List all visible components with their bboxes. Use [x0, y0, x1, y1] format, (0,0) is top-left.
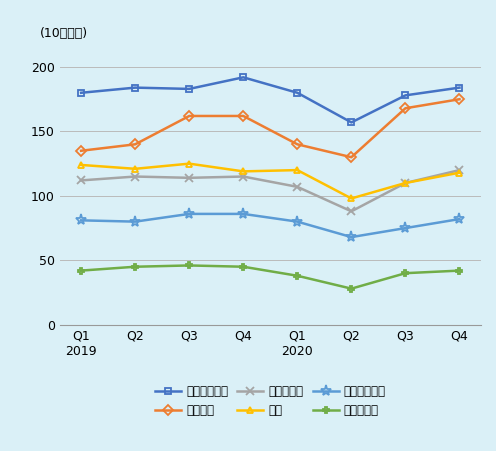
タイ [186, 161, 192, 166]
シンガポール [132, 85, 138, 90]
タイ [402, 180, 408, 186]
Line: インドネシア: インドネシア [75, 208, 465, 243]
ベトナム [294, 142, 300, 147]
マレーシア [402, 180, 408, 186]
フィリピン [456, 268, 462, 273]
シンガポール [402, 92, 408, 98]
タイ [348, 196, 354, 201]
タイ [132, 166, 138, 171]
ベトナム [402, 106, 408, 111]
シンガポール [348, 120, 354, 125]
タイ [78, 162, 84, 168]
フィリピン [294, 273, 300, 278]
Line: マレーシア: マレーシア [77, 166, 464, 216]
マレーシア [456, 167, 462, 173]
インドネシア [348, 235, 354, 240]
フィリピン [241, 264, 247, 269]
シンガポール [456, 85, 462, 90]
インドネシア [132, 219, 138, 224]
シンガポール [241, 74, 247, 80]
タイ [456, 170, 462, 175]
フィリピン [402, 271, 408, 276]
Legend: シンガポール, ベトナム, マレーシア, タイ, インドネシア, フィリピン: シンガポール, ベトナム, マレーシア, タイ, インドネシア, フィリピン [149, 379, 391, 423]
マレーシア [78, 178, 84, 183]
インドネシア [78, 218, 84, 223]
Line: フィリピン: フィリピン [78, 262, 463, 292]
Line: ベトナム: ベトナム [78, 96, 463, 161]
Line: シンガポール: シンガポール [78, 74, 463, 126]
マレーシア [186, 175, 192, 180]
フィリピン [78, 268, 84, 273]
マレーシア [241, 174, 247, 179]
ベトナム [186, 113, 192, 119]
インドネシア [241, 211, 247, 216]
インドネシア [456, 216, 462, 222]
Line: タイ: タイ [78, 160, 463, 202]
シンガポール [294, 90, 300, 96]
タイ [241, 169, 247, 174]
マレーシア [348, 209, 354, 214]
インドネシア [402, 226, 408, 231]
フィリピン [348, 286, 354, 291]
Text: (10億ドル): (10億ドル) [40, 27, 88, 40]
ベトナム [348, 155, 354, 160]
インドネシア [186, 211, 192, 216]
ベトナム [241, 113, 247, 119]
マレーシア [132, 174, 138, 179]
ベトナム [456, 97, 462, 102]
タイ [294, 167, 300, 173]
フィリピン [186, 263, 192, 268]
インドネシア [294, 219, 300, 224]
マレーシア [294, 184, 300, 189]
シンガポール [186, 86, 192, 92]
ベトナム [132, 142, 138, 147]
ベトナム [78, 148, 84, 153]
フィリピン [132, 264, 138, 269]
シンガポール [78, 90, 84, 96]
